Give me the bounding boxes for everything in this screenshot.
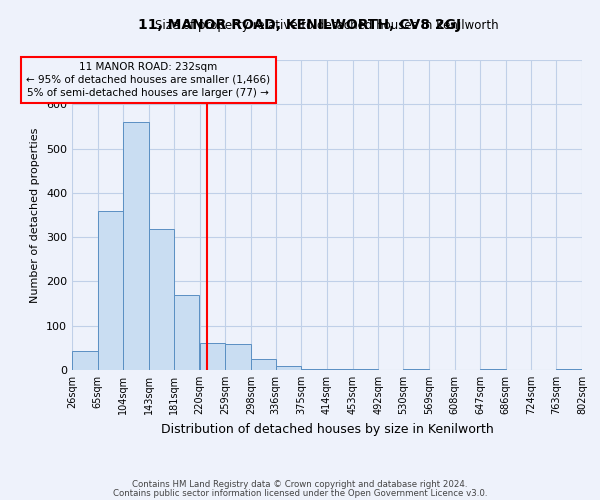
Bar [251,359,276,370]
Bar [199,342,225,370]
Text: 11, MANOR ROAD, KENILWORTH, CV8 2GJ: 11, MANOR ROAD, KENILWORTH, CV8 2GJ [139,18,461,32]
Bar [276,366,301,370]
Bar [123,122,149,370]
Y-axis label: Number of detached properties: Number of detached properties [31,128,40,302]
Bar [301,369,327,370]
Bar [353,369,378,370]
Title: Size of property relative to detached houses in Kenilworth: Size of property relative to detached ho… [155,20,499,32]
Bar [98,210,123,370]
Text: Contains HM Land Registry data © Crown copyright and database right 2024.: Contains HM Land Registry data © Crown c… [132,480,468,489]
Bar [72,350,98,370]
Bar [403,369,429,370]
Bar [327,369,353,370]
X-axis label: Distribution of detached houses by size in Kenilworth: Distribution of detached houses by size … [161,422,493,436]
Text: 11 MANOR ROAD: 232sqm
← 95% of detached houses are smaller (1,466)
5% of semi-de: 11 MANOR ROAD: 232sqm ← 95% of detached … [26,62,270,98]
Bar [480,369,506,370]
Bar [174,294,199,370]
Text: Contains public sector information licensed under the Open Government Licence v3: Contains public sector information licen… [113,489,487,498]
Bar [149,229,174,370]
Bar [556,369,582,370]
Bar [225,344,251,370]
